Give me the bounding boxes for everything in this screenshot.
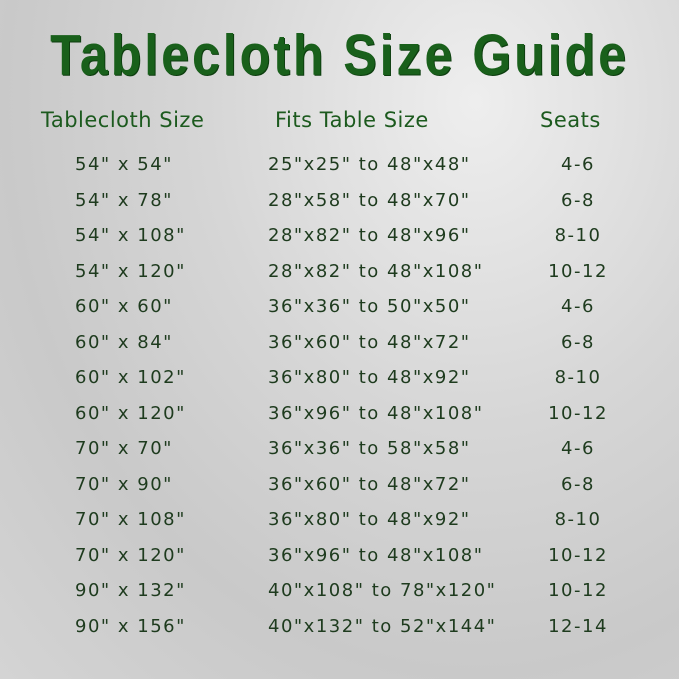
seats-cell: 6-8 bbox=[561, 189, 595, 211]
fits-table-size-cell: 36"x60" to 48"x72" bbox=[268, 331, 471, 353]
tablecloth-size-cell: 60" x 60" bbox=[75, 296, 173, 317]
page-title: Tablecloth Size Guide bbox=[50, 22, 629, 88]
seats-cell: 4-6 bbox=[561, 438, 595, 459]
fits-table-size-cell: 28"x82" to 48"x96" bbox=[268, 225, 471, 246]
table-row: 60" x 120" 36"x96" to 48"x108" 10-12 bbox=[0, 399, 679, 435]
table-row: 54" x 108" 28"x82" to 48"x96" 8-10 bbox=[0, 221, 679, 257]
seats-cell: 10-12 bbox=[548, 544, 608, 566]
fits-table-size-cell: 36"x60" to 48"x72" bbox=[268, 473, 471, 495]
seats-cell: 12-14 bbox=[548, 615, 608, 637]
tablecloth-size-cell: 60" x 84" bbox=[75, 331, 173, 353]
seats-cell: 6-8 bbox=[561, 331, 595, 353]
seats-cell: 6-8 bbox=[561, 473, 595, 495]
table-row: 70" x 70" 36"x36" to 58"x58" 4-6 bbox=[0, 434, 679, 470]
seats-cell: 10-12 bbox=[548, 580, 608, 601]
header-fits-table-size: Fits Table Size bbox=[275, 108, 429, 132]
table-row: 60" x 60" 36"x36" to 50"x50" 4-6 bbox=[0, 292, 679, 328]
table-row: 60" x 84" 36"x60" to 48"x72" 6-8 bbox=[0, 328, 679, 364]
header-tablecloth-size: Tablecloth Size bbox=[41, 108, 205, 132]
table-row: 90" x 156" 40"x132" to 52"x144" 12-14 bbox=[0, 612, 679, 648]
tablecloth-size-cell: 90" x 132" bbox=[75, 580, 186, 601]
tablecloth-size-cell: 54" x 54" bbox=[75, 154, 173, 175]
fits-table-size-cell: 36"x80" to 48"x92" bbox=[268, 367, 471, 388]
seats-cell: 8-10 bbox=[554, 509, 602, 530]
seats-cell: 8-10 bbox=[554, 225, 602, 246]
tablecloth-size-cell: 60" x 120" bbox=[75, 402, 186, 424]
table-row: 70" x 108" 36"x80" to 48"x92" 8-10 bbox=[0, 505, 679, 541]
header-seats: Seats bbox=[540, 108, 601, 132]
tablecloth-size-cell: 54" x 120" bbox=[75, 260, 186, 282]
seats-cell: 8-10 bbox=[554, 367, 602, 388]
tablecloth-size-cell: 70" x 120" bbox=[75, 544, 186, 566]
size-table: 54" x 54" 25"x25" to 48"x48" 4-6 54" x 78" 2… bbox=[0, 150, 679, 647]
tablecloth-size-cell: 70" x 70" bbox=[75, 438, 173, 459]
fits-table-size-cell: 28"x82" to 48"x108" bbox=[268, 260, 484, 282]
table-row: 70" x 90" 36"x60" to 48"x72" 6-8 bbox=[0, 470, 679, 506]
seats-cell: 10-12 bbox=[548, 402, 608, 424]
fits-table-size-cell: 36"x80" to 48"x92" bbox=[268, 509, 471, 530]
table-row: 60" x 102" 36"x80" to 48"x92" 8-10 bbox=[0, 363, 679, 399]
table-row: 90" x 132" 40"x108" to 78"x120" 10-12 bbox=[0, 576, 679, 612]
tablecloth-size-cell: 70" x 90" bbox=[75, 473, 173, 495]
tablecloth-size-cell: 54" x 78" bbox=[75, 189, 173, 211]
seats-cell: 4-6 bbox=[561, 296, 595, 317]
tablecloth-size-cell: 60" x 102" bbox=[75, 367, 186, 388]
fits-table-size-cell: 36"x36" to 50"x50" bbox=[268, 296, 471, 317]
seats-cell: 4-6 bbox=[561, 154, 595, 175]
table-row: 54" x 78" 28"x58" to 48"x70" 6-8 bbox=[0, 186, 679, 222]
tablecloth-size-cell: 54" x 108" bbox=[75, 225, 186, 246]
seats-cell: 10-12 bbox=[548, 260, 608, 282]
fits-table-size-cell: 36"x36" to 58"x58" bbox=[268, 438, 471, 459]
table-row: 70" x 120" 36"x96" to 48"x108" 10-12 bbox=[0, 541, 679, 577]
table-row: 54" x 120" 28"x82" to 48"x108" 10-12 bbox=[0, 257, 679, 293]
fits-table-size-cell: 36"x96" to 48"x108" bbox=[268, 402, 484, 424]
fits-table-size-cell: 36"x96" to 48"x108" bbox=[268, 544, 484, 566]
fits-table-size-cell: 40"x108" to 78"x120" bbox=[268, 580, 497, 601]
fits-table-size-cell: 28"x58" to 48"x70" bbox=[268, 189, 471, 211]
fits-table-size-cell: 40"x132" to 52"x144" bbox=[268, 615, 497, 637]
fits-table-size-cell: 25"x25" to 48"x48" bbox=[268, 154, 471, 175]
tablecloth-size-cell: 70" x 108" bbox=[75, 509, 186, 530]
tablecloth-size-cell: 90" x 156" bbox=[75, 615, 186, 637]
table-row: 54" x 54" 25"x25" to 48"x48" 4-6 bbox=[0, 150, 679, 186]
